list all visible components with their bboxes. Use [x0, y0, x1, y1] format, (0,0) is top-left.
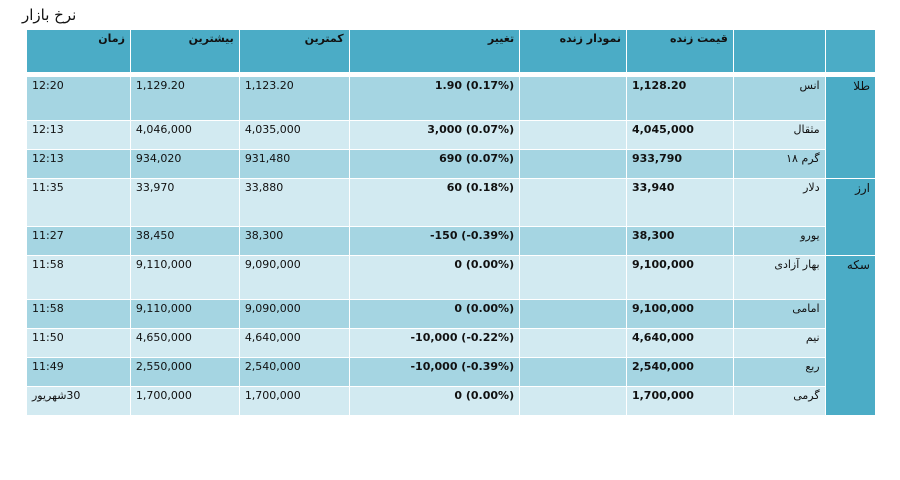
item-name: انس: [732, 76, 826, 121]
table-row: مثقال 4,045,000 3,000 (0.07%) 4,035,000 4,04…: [26, 120, 876, 150]
time: 12:20: [26, 76, 131, 121]
time: 11:35: [26, 178, 131, 227]
header-category: [824, 29, 877, 73]
table-row: نیم 4,640,000 -10,000 (-0.22%) 4,640,000 4,6…: [26, 328, 876, 358]
item-name: یورو: [732, 226, 826, 256]
live-price: 38,300: [625, 226, 734, 256]
change: 3,000 (0.07%): [348, 120, 521, 150]
change: 0 (0.00%): [348, 299, 521, 329]
table-row: گرمی 1,700,000 0 (0.00%) 1,700,000 1,700,000…: [26, 386, 876, 416]
item-name: نیم: [732, 328, 826, 358]
live-price: 9,100,000: [625, 255, 734, 300]
high: 38,450: [129, 226, 240, 256]
time: 12:13: [26, 120, 131, 150]
time: 11:49: [26, 357, 131, 387]
table-row: یورو 38,300 -150 (-0.39%) 38,300 38,450 11:27: [26, 226, 876, 256]
high: 9,110,000: [129, 299, 240, 329]
live-price: 933,790: [625, 149, 734, 179]
table-row: ربع 2,540,000 -10,000 (-0.39%) 2,540,000 2,5…: [26, 357, 876, 387]
change: 1.90 (0.17%): [348, 76, 521, 121]
item-name: مثقال: [732, 120, 826, 150]
live-chart: [519, 178, 627, 227]
live-price: 2,540,000: [625, 357, 734, 387]
table-row: امامی 9,100,000 0 (0.00%) 9,090,000 9,110,00…: [26, 299, 876, 329]
item-name: دلار: [732, 178, 826, 227]
item-name: گرم ۱۸: [732, 149, 826, 179]
live-price: 9,100,000: [625, 299, 734, 329]
category-label: سکه: [824, 255, 877, 416]
time: 11:58: [26, 299, 131, 329]
low: 9,090,000: [238, 299, 350, 329]
header-low: کمترین: [238, 29, 350, 73]
category-label: طلا: [824, 76, 877, 179]
item-name: ربع: [732, 357, 826, 387]
change: 0 (0.00%): [348, 255, 521, 300]
low: 4,640,000: [238, 328, 350, 358]
low: 1,123.20: [238, 76, 350, 121]
change: -10,000 (-0.22%): [348, 328, 521, 358]
live-chart: [519, 120, 627, 150]
time: 30شهریور: [26, 386, 131, 416]
live-price: 1,700,000: [625, 386, 734, 416]
low: 931,480: [238, 149, 350, 179]
low: 38,300: [238, 226, 350, 256]
item-name: امامی: [732, 299, 826, 329]
low: 9,090,000: [238, 255, 350, 300]
high: 1,700,000: [129, 386, 240, 416]
category-label: ارز: [824, 178, 877, 256]
item-name: بهار آزادی: [732, 255, 826, 300]
time: 11:50: [26, 328, 131, 358]
header-live-price: قیمت زنده: [625, 29, 734, 73]
table-row: سکه بهار آزادی 9,100,000 0 (0.00%) 9,090,000…: [26, 255, 877, 416]
table-row: ارز دلار 33,940 60 (0.18%) 33,880 33,970 11:35: [26, 178, 877, 256]
live-chart: [519, 386, 627, 416]
header-live-chart: نمودار زنده: [519, 29, 627, 73]
low: 2,540,000: [238, 357, 350, 387]
time: 11:58: [26, 255, 131, 300]
live-chart: [519, 357, 627, 387]
change: 690 (0.07%): [348, 149, 521, 179]
low: 1,700,000: [238, 386, 350, 416]
time: 12:13: [26, 149, 131, 179]
low: 33,880: [238, 178, 350, 227]
table-row: طلا انس 1,128.20 1.90 (0.17%) 1,123.20 1,129.…: [26, 76, 877, 179]
header-high: بیشترین: [129, 29, 240, 73]
high: 934,020: [129, 149, 240, 179]
page-title: نرخ بازار: [22, 6, 77, 24]
header-change: تغییر: [348, 29, 521, 73]
item-name: گرمی: [732, 386, 826, 416]
table-row: گرم ۱۸ 933,790 690 (0.07%) 931,480 934,020 12…: [26, 149, 876, 179]
table-body: طلا انس 1,128.20 1.90 (0.17%) 1,123.20 1,129.…: [26, 72, 877, 416]
live-chart: [519, 76, 627, 121]
change: 60 (0.18%): [348, 178, 521, 227]
change: -150 (-0.39%): [348, 226, 521, 256]
live-chart: [519, 328, 627, 358]
high: 2,550,000: [129, 357, 240, 387]
change: -10,000 (-0.39%): [348, 357, 521, 387]
change: 0 (0.00%): [348, 386, 521, 416]
high: 4,046,000: [129, 120, 240, 150]
live-chart: [519, 255, 627, 300]
table-header-row: قیمت زنده نمودار زنده تغییر کمترین بیشتر…: [26, 29, 877, 73]
live-price: 4,045,000: [625, 120, 734, 150]
live-price: 1,128.20: [625, 76, 734, 121]
high: 1,129.20: [129, 76, 240, 121]
time: 11:27: [26, 226, 131, 256]
live-price: 4,640,000: [625, 328, 734, 358]
high: 9,110,000: [129, 255, 240, 300]
header-time: زمان: [26, 29, 131, 73]
market-rates-table: قیمت زنده نمودار زنده تغییر کمترین بیشتر…: [26, 29, 877, 416]
live-chart: [519, 226, 627, 256]
high: 33,970: [129, 178, 240, 227]
live-price: 33,940: [625, 178, 734, 227]
high: 4,650,000: [129, 328, 240, 358]
live-chart: [519, 149, 627, 179]
low: 4,035,000: [238, 120, 350, 150]
header-item: [732, 29, 826, 73]
live-chart: [519, 299, 627, 329]
